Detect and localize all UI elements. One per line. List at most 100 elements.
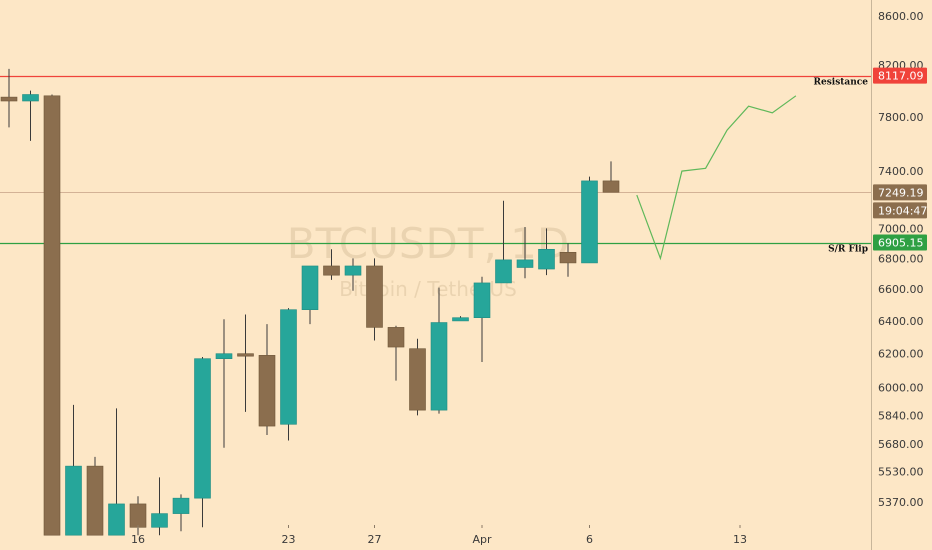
- candle-body: [387, 327, 405, 348]
- candle: [538, 228, 555, 276]
- candle-body: [452, 317, 469, 322]
- x-tick-label: 27: [368, 533, 382, 546]
- candle-body: [409, 348, 426, 411]
- y-tick-label: 7800.00: [878, 111, 924, 124]
- candle: [237, 314, 254, 412]
- y-tick-label: 6000.00: [878, 382, 924, 395]
- level-label: Resistance: [814, 78, 869, 88]
- candle: [602, 161, 620, 193]
- candle-body: [280, 309, 297, 425]
- candle-body: [430, 322, 448, 411]
- candle-body: [344, 265, 362, 276]
- candle: [581, 176, 598, 264]
- candle: [22, 90, 39, 141]
- levels-group: Resistance S/R Flip: [0, 75, 871, 255]
- candle-body: [323, 265, 340, 276]
- price-tags: 8117.09 6905.15 7249.19 19:04:47: [873, 67, 927, 251]
- y-tick-label: 6200.00: [878, 348, 924, 361]
- x-tick-labels: 16 23 27 Apr 6 13: [131, 525, 747, 546]
- candle-body: [172, 497, 190, 514]
- last-price-tag: 7249.19: [873, 184, 927, 201]
- countdown-tag-bg: [873, 202, 927, 219]
- candle-body: [495, 259, 512, 284]
- candle-body: [516, 259, 534, 268]
- candle-body: [258, 355, 276, 427]
- candle-body: [215, 353, 233, 359]
- last-price-tag-text: 7249.19: [878, 186, 924, 199]
- candle: [366, 258, 383, 341]
- level-label: S/R Flip: [828, 245, 868, 255]
- candle-body: [65, 465, 82, 536]
- candle: [559, 243, 577, 277]
- candle-body: [237, 353, 254, 357]
- candle-body: [602, 180, 620, 193]
- candle: [215, 319, 233, 448]
- candle: [194, 357, 211, 528]
- candle: [108, 408, 125, 536]
- candle-body: [151, 513, 168, 528]
- x-tick-label: 6: [586, 533, 593, 546]
- candle: [409, 338, 426, 416]
- y-tick-label: 6600.00: [878, 283, 924, 296]
- candle: [473, 276, 491, 363]
- candle: [301, 265, 319, 325]
- candle-body: [559, 251, 577, 264]
- y-tick-label: 6400.00: [878, 315, 924, 328]
- candle-body: [301, 265, 319, 310]
- sr-flip-tag-text: 6905.15: [878, 237, 924, 250]
- candle-body: [22, 94, 39, 102]
- x-tick-label: Apr: [472, 533, 492, 546]
- candle: [0, 68, 18, 128]
- resistance-tag: 8117.09: [873, 67, 927, 84]
- y-tick-label: 7000.00: [878, 222, 924, 235]
- countdown-tag-text: 19:04:47: [878, 204, 927, 217]
- x-tick-label: 13: [733, 533, 747, 546]
- projection-group: [636, 95, 797, 261]
- candle-body: [86, 465, 104, 536]
- candle: [430, 287, 448, 414]
- countdown-tag: 19:04:47: [873, 202, 927, 219]
- candle: [344, 258, 362, 291]
- candle-body: [129, 503, 147, 528]
- candles-group: [0, 68, 620, 536]
- candle-body: [473, 282, 491, 318]
- candle-body: [194, 358, 211, 499]
- y-tick-label: 5370.00: [878, 496, 924, 509]
- resistance-tag-text: 8117.09: [878, 70, 924, 83]
- candle: [516, 226, 534, 279]
- candle: [151, 477, 168, 536]
- y-tick-label: 5680.00: [878, 438, 924, 451]
- candle: [495, 200, 512, 284]
- candle-body: [366, 265, 383, 328]
- candle: [172, 494, 190, 532]
- candle: [387, 325, 405, 381]
- y-tick-label: 8600.00: [878, 10, 924, 23]
- candle-body: [538, 248, 555, 270]
- x-tick-label: 16: [131, 533, 145, 546]
- candle-body: [0, 96, 18, 102]
- candle: [43, 94, 61, 536]
- resistance-tag-bg: [873, 67, 927, 84]
- candle-body: [108, 503, 125, 536]
- y-tick-label: 6800.00: [878, 252, 924, 265]
- candle: [280, 308, 297, 441]
- candle-body: [43, 95, 61, 536]
- y-tick-label: 5840.00: [878, 409, 924, 422]
- candle: [323, 249, 340, 280]
- x-tick-label: 23: [282, 533, 296, 546]
- candle: [86, 456, 104, 536]
- sr-flip-tag-bg: [873, 234, 927, 251]
- y-tick-labels: 5370.00 5530.00 5680.00 5840.00 6000.00 6200.…: [878, 10, 924, 509]
- y-tick-label: 7400.00: [878, 165, 924, 178]
- last-price-tag-bg: [873, 184, 927, 201]
- y-tick-label: 5530.00: [878, 466, 924, 479]
- candle: [452, 316, 469, 322]
- sr-flip-tag: 6905.15: [873, 234, 927, 251]
- candle: [258, 324, 276, 436]
- projection-path: [636, 95, 797, 261]
- candle: [65, 404, 82, 536]
- candle-body: [581, 180, 598, 264]
